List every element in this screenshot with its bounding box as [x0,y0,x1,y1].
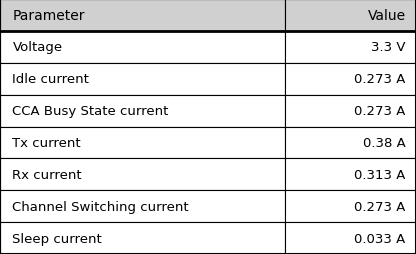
Bar [0,32,285,64]
Text: 0.273 A: 0.273 A [354,73,406,86]
Bar [0,127,285,159]
Text: 3.3 V: 3.3 V [371,41,406,54]
Bar [285,159,416,190]
Text: Rx current: Rx current [12,168,82,181]
Bar [0,222,285,254]
Text: CCA Busy State current: CCA Busy State current [12,105,169,118]
Text: Value: Value [367,9,406,23]
Bar [0,64,285,95]
Text: Parameter: Parameter [12,9,85,23]
Bar [0,0,285,32]
Text: 0.38 A: 0.38 A [363,136,406,149]
Text: Channel Switching current: Channel Switching current [12,200,189,213]
Bar [285,95,416,127]
Text: Sleep current: Sleep current [12,232,102,245]
Bar [0,190,285,222]
Text: 0.313 A: 0.313 A [354,168,406,181]
Text: 0.273 A: 0.273 A [354,105,406,118]
Text: Voltage: Voltage [12,41,62,54]
Text: Idle current: Idle current [12,73,89,86]
Bar [285,190,416,222]
Bar [0,95,285,127]
Text: Tx current: Tx current [12,136,81,149]
Bar [285,32,416,64]
Bar [285,222,416,254]
Bar [285,127,416,159]
Bar [285,0,416,32]
Bar [0,159,285,190]
Text: 0.273 A: 0.273 A [354,200,406,213]
Bar [285,64,416,95]
Text: 0.033 A: 0.033 A [354,232,406,245]
